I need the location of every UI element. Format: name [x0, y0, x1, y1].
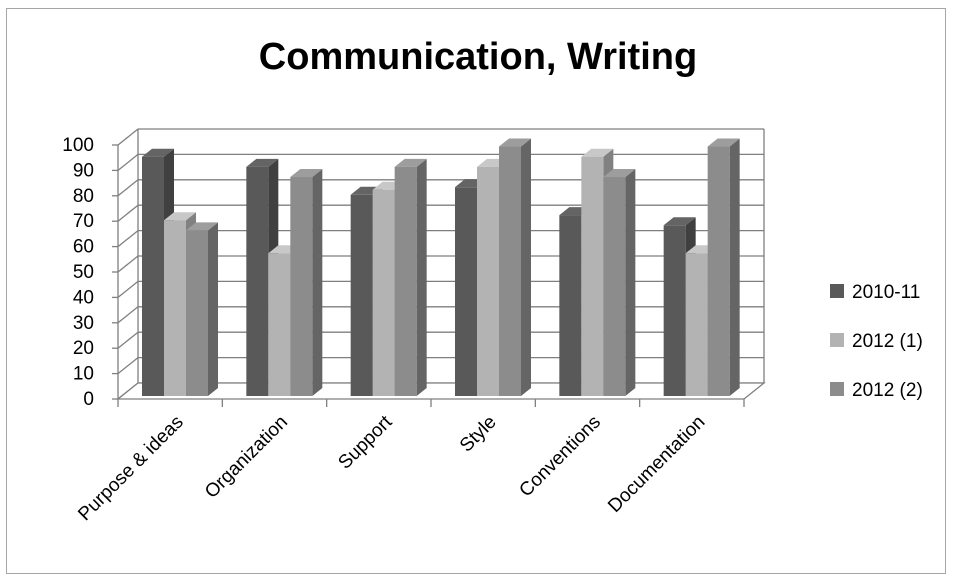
legend-swatch: [830, 284, 844, 298]
side-gridline: [117, 255, 139, 273]
side-gridline: [117, 179, 139, 197]
bar: [603, 177, 626, 396]
y-tick-label: 0: [83, 389, 94, 410]
bar-top: [499, 138, 531, 147]
side-gridline: [117, 331, 139, 349]
legend-label: 2012 (1): [852, 331, 923, 352]
legend-label: 2010-11: [852, 282, 920, 303]
bar: [268, 253, 291, 396]
x-tick-label: Organization: [201, 412, 292, 503]
bar: [164, 220, 186, 396]
bar: [455, 187, 477, 396]
y-tick-label: 50: [73, 262, 94, 283]
side-gridline: [117, 204, 139, 222]
bar-top: [246, 158, 279, 167]
legend-swatch: [830, 382, 844, 396]
legend-label: 2012 (2): [852, 380, 923, 401]
x-tick-label: Purpose & ideas: [74, 412, 187, 525]
y-tick-label: 70: [73, 211, 94, 232]
x-tick-label: Conventions: [515, 412, 605, 502]
y-tick-label: 100: [62, 135, 94, 156]
bar-side: [312, 169, 323, 396]
bar-side: [625, 169, 636, 396]
bar: [663, 225, 686, 396]
x-tick-label: Support: [334, 411, 396, 473]
bar: [186, 230, 208, 396]
bar: [499, 146, 521, 396]
legend-swatch: [830, 333, 844, 347]
bar: [142, 156, 164, 396]
bar-top: [581, 148, 614, 157]
bar-top: [603, 169, 636, 178]
bar: [372, 189, 395, 396]
bar: [350, 194, 373, 396]
bar: [246, 166, 269, 396]
chart-title: Communication, Writing: [258, 36, 698, 78]
bar: [477, 166, 499, 396]
x-tick-label: Documentation: [604, 412, 709, 517]
bar-top: [663, 217, 696, 226]
side-gridline: [117, 128, 139, 146]
bar: [290, 177, 313, 396]
side-gridline: [117, 153, 139, 171]
x-tick-label: Style: [456, 412, 501, 457]
bar-side: [416, 158, 427, 396]
y-tick-label: 90: [73, 160, 94, 181]
bar-top: [290, 169, 323, 178]
y-tick-label: 30: [73, 313, 94, 334]
bar-top: [394, 158, 427, 167]
bar: [707, 146, 730, 396]
bar-side: [521, 138, 531, 397]
bar: [394, 166, 417, 396]
bar-top: [164, 212, 196, 221]
bar: [685, 253, 708, 396]
bar: [559, 215, 582, 396]
side-gridline: [117, 230, 139, 248]
bar-side: [208, 222, 218, 396]
side-gridline: [117, 280, 139, 298]
side-gridline: [117, 357, 139, 375]
bar-top: [186, 222, 218, 231]
y-tick-label: 20: [73, 338, 94, 359]
bar-top: [707, 138, 740, 147]
bar-side: [729, 138, 740, 397]
bar-top: [142, 148, 174, 157]
bar: [581, 156, 604, 396]
y-tick-label: 10: [73, 364, 94, 385]
y-tick-label: 40: [73, 287, 94, 308]
y-tick-label: 80: [73, 186, 94, 207]
side-gridline: [117, 306, 139, 324]
y-tick-label: 60: [73, 237, 94, 258]
